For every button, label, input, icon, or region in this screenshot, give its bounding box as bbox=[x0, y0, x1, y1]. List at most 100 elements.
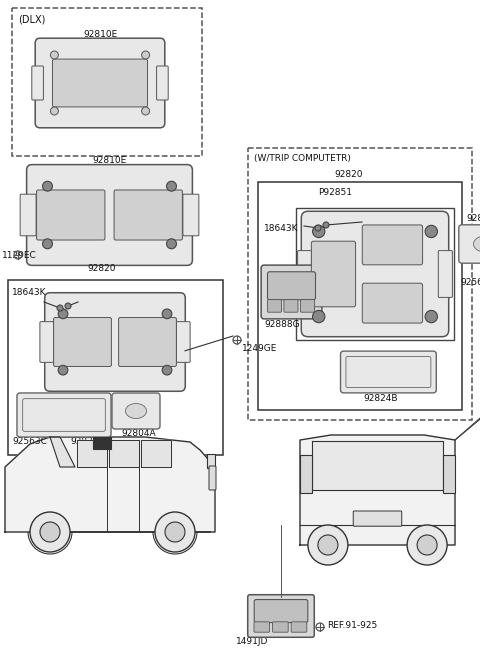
FancyBboxPatch shape bbox=[248, 595, 314, 637]
Circle shape bbox=[315, 225, 321, 231]
FancyBboxPatch shape bbox=[353, 511, 402, 526]
Polygon shape bbox=[141, 440, 171, 467]
FancyBboxPatch shape bbox=[291, 622, 307, 632]
FancyBboxPatch shape bbox=[300, 299, 314, 312]
FancyBboxPatch shape bbox=[17, 393, 111, 437]
FancyBboxPatch shape bbox=[273, 622, 288, 632]
Polygon shape bbox=[312, 441, 443, 490]
Bar bbox=[296, 208, 454, 340]
Circle shape bbox=[165, 522, 185, 542]
Text: 18643K: 18643K bbox=[264, 224, 299, 233]
FancyBboxPatch shape bbox=[183, 194, 199, 236]
Text: 92810E: 92810E bbox=[92, 156, 126, 165]
FancyBboxPatch shape bbox=[301, 212, 449, 337]
Circle shape bbox=[425, 225, 437, 238]
Polygon shape bbox=[109, 440, 139, 467]
FancyBboxPatch shape bbox=[36, 190, 105, 240]
FancyBboxPatch shape bbox=[26, 164, 192, 265]
Text: 18643K: 18643K bbox=[326, 218, 360, 227]
Circle shape bbox=[50, 51, 59, 59]
FancyBboxPatch shape bbox=[176, 322, 190, 362]
Circle shape bbox=[167, 181, 177, 191]
Text: 92804A: 92804A bbox=[121, 429, 156, 438]
Text: 92824B: 92824B bbox=[70, 437, 105, 446]
Text: P92851: P92851 bbox=[319, 188, 352, 197]
Polygon shape bbox=[77, 440, 107, 467]
FancyBboxPatch shape bbox=[459, 225, 480, 263]
FancyBboxPatch shape bbox=[52, 59, 147, 107]
FancyBboxPatch shape bbox=[54, 318, 111, 366]
FancyBboxPatch shape bbox=[45, 293, 185, 391]
Polygon shape bbox=[300, 435, 455, 545]
Ellipse shape bbox=[125, 403, 146, 419]
Circle shape bbox=[58, 365, 68, 375]
FancyBboxPatch shape bbox=[284, 299, 298, 312]
Circle shape bbox=[43, 181, 52, 191]
Circle shape bbox=[318, 535, 338, 555]
FancyBboxPatch shape bbox=[32, 66, 43, 100]
FancyBboxPatch shape bbox=[112, 393, 160, 429]
Circle shape bbox=[417, 535, 437, 555]
Circle shape bbox=[323, 222, 329, 228]
Bar bbox=[207, 454, 215, 468]
Circle shape bbox=[57, 305, 63, 311]
FancyBboxPatch shape bbox=[261, 265, 322, 319]
Circle shape bbox=[142, 107, 150, 115]
Text: (W/TRIP COMPUTETR): (W/TRIP COMPUTETR) bbox=[254, 154, 351, 163]
Text: 1491JD: 1491JD bbox=[236, 637, 268, 646]
FancyBboxPatch shape bbox=[40, 322, 54, 362]
Bar bbox=[258, 182, 462, 410]
FancyBboxPatch shape bbox=[267, 272, 315, 300]
Bar bbox=[443, 455, 455, 493]
Circle shape bbox=[65, 303, 71, 309]
Text: 92888G: 92888G bbox=[264, 320, 300, 329]
Text: (DLX): (DLX) bbox=[18, 14, 46, 24]
Bar bbox=[12, 8, 202, 156]
Text: 1249GE: 1249GE bbox=[242, 344, 277, 353]
FancyBboxPatch shape bbox=[114, 190, 182, 240]
Circle shape bbox=[40, 522, 60, 542]
Bar bbox=[248, 148, 472, 420]
FancyBboxPatch shape bbox=[35, 38, 165, 128]
Circle shape bbox=[58, 309, 68, 319]
FancyBboxPatch shape bbox=[254, 622, 270, 632]
FancyBboxPatch shape bbox=[267, 299, 281, 312]
Ellipse shape bbox=[473, 236, 480, 252]
Circle shape bbox=[425, 310, 437, 323]
Text: 92810E: 92810E bbox=[83, 30, 117, 39]
Circle shape bbox=[312, 310, 325, 323]
FancyBboxPatch shape bbox=[119, 318, 176, 366]
Circle shape bbox=[50, 107, 59, 115]
Text: 92804A: 92804A bbox=[466, 214, 480, 223]
Polygon shape bbox=[5, 437, 215, 532]
FancyBboxPatch shape bbox=[209, 466, 216, 490]
FancyBboxPatch shape bbox=[254, 599, 308, 622]
Text: 18643K: 18643K bbox=[46, 298, 81, 307]
FancyBboxPatch shape bbox=[340, 351, 436, 393]
Text: 92563C: 92563C bbox=[12, 437, 47, 446]
FancyBboxPatch shape bbox=[312, 241, 356, 307]
Circle shape bbox=[30, 512, 70, 552]
Circle shape bbox=[167, 239, 177, 249]
Circle shape bbox=[155, 512, 195, 552]
Text: REF.91-925: REF.91-925 bbox=[327, 621, 377, 630]
FancyBboxPatch shape bbox=[298, 251, 312, 297]
Circle shape bbox=[162, 365, 172, 375]
Circle shape bbox=[142, 51, 150, 59]
FancyBboxPatch shape bbox=[20, 194, 36, 236]
Text: 92824B: 92824B bbox=[363, 394, 398, 403]
Text: 18643K: 18643K bbox=[12, 288, 47, 297]
Circle shape bbox=[162, 309, 172, 319]
FancyBboxPatch shape bbox=[362, 283, 422, 323]
Text: 92563C: 92563C bbox=[460, 278, 480, 287]
Text: 1129EC: 1129EC bbox=[2, 251, 37, 260]
FancyBboxPatch shape bbox=[362, 225, 422, 265]
Circle shape bbox=[43, 239, 52, 249]
Text: 92820: 92820 bbox=[87, 264, 116, 273]
Circle shape bbox=[308, 525, 348, 565]
Polygon shape bbox=[50, 437, 75, 467]
Text: 92820: 92820 bbox=[335, 170, 363, 179]
Bar bbox=[93, 437, 111, 449]
FancyBboxPatch shape bbox=[438, 251, 452, 297]
FancyBboxPatch shape bbox=[156, 66, 168, 100]
